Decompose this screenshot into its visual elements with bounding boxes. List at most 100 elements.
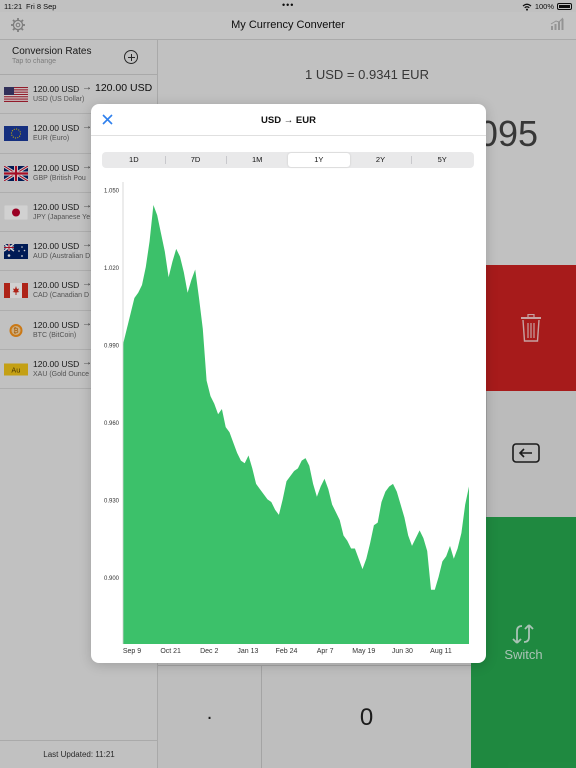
status-time: 11:21 [4,2,23,11]
x-tick-label: May 19 [352,648,375,655]
row-currency-name: XAU (Gold Ounce [33,371,90,379]
row-amount: 120.00 USD [33,201,80,212]
x-tick-label: Jan 13 [237,648,258,655]
row-currency-name: EUR (Euro) [33,135,70,143]
battery-icon [557,3,572,10]
row-amount: 120.00 USD [33,280,80,291]
x-tick-label: Dec 2 [200,648,218,655]
row-amount: 120.00 USD [33,123,80,134]
y-tick-label: 0.900 [104,576,120,582]
row-currency-name: AUD (Australian D [33,253,91,261]
switch-arrows-icon [512,624,534,644]
flag-btc-icon: ₿ [4,323,28,338]
x-tick-label: Aug 11 [430,648,452,655]
zero-key[interactable]: 0 [262,665,471,768]
app-title: My Currency Converter [231,19,345,31]
row-converted: 120.00 USD [95,82,153,94]
row-amount: 120.00 USD [33,359,80,370]
currency-list: 120.00 USD → 120.00 USD USD (US Dollar) 120.… [0,75,157,390]
currency-row-btc[interactable]: ₿ 120.00 USD → BTC (BitCoin) [0,311,157,351]
flag-au-icon [3,243,28,260]
sidebar-title: Conversion Rates [12,46,92,57]
nav-bar: My Currency Converter [0,12,576,40]
range-tab-1d[interactable]: 1D [129,155,139,164]
wifi-icon [522,3,532,11]
flag-gb-icon [3,164,29,182]
modal-header: USD → EUR [91,104,486,136]
flag-eu-icon [4,126,28,142]
close-icon[interactable] [102,114,113,125]
y-tick-label: 0.960 [104,421,120,427]
backspace-button[interactable] [486,391,576,517]
y-tick-label: 1.020 [104,266,120,272]
svg-text:₿: ₿ [13,327,18,335]
row-amount: 120.00 USD [33,84,80,94]
row-currency-name: BTC (BitCoin) [33,331,77,339]
x-tick-label: Apr 7 [317,648,334,655]
x-tick-label: Jun 30 [392,648,413,655]
arrow-right-icon: → [82,82,92,93]
row-amount: 120.00 USD [33,162,80,173]
gear-icon[interactable] [10,17,26,33]
arrow-right-icon: → [82,278,92,290]
exchange-rate: 1 USD = 0.9341 EUR [305,67,429,82]
decimal-key-label: . [206,702,213,724]
flag-ca-icon [4,283,28,299]
delete-button[interactable] [486,265,576,391]
backspace-icon [512,443,540,463]
range-tab-2y[interactable]: 2Y [375,155,386,164]
currency-row-ca[interactable]: 120.00 USD → CAD (Canadian D [0,271,157,311]
decimal-key[interactable]: . [158,665,262,768]
modal-title: USD → EUR [261,115,316,126]
svg-text:Au: Au [11,367,20,375]
row-amount: 120.00 USD [33,319,80,330]
range-segmented-control: 1D 7D 1M 1Y 2Y 5Y [102,152,474,168]
range-tab-1m[interactable]: 1M [226,153,288,167]
flag-us-icon [4,87,28,102]
arrow-right-icon: → [82,317,92,329]
x-tick-label: Sep 9 [123,648,141,655]
range-tab-7d[interactable]: 7D [164,153,227,167]
y-tick-label: 1.050 [104,188,120,194]
row-currency-name: JPY (Japanese Ye [33,213,91,221]
row-currency-name: GBP (British Pou [33,174,86,182]
range-tab-5y[interactable]: 5Y [411,153,473,167]
last-updated: Last Updated: 11:21 [0,740,158,768]
arrow-right-icon: → [82,121,92,133]
sidebar-subtitle: Tap to change [12,58,56,65]
currency-row-au[interactable]: 120.00 USD → AUD (Australian D [0,232,157,272]
chart-icon[interactable] [550,17,564,31]
row-currency-name: USD (US Dollar) [33,96,85,103]
arrow-right-icon: → [82,199,92,211]
arrow-right-icon: → [82,357,92,369]
status-bar: 11:21 Fri 8 Sep ••• 100% [0,0,576,12]
status-date: Fri 8 Sep [26,2,57,11]
currency-row-eu[interactable]: 120.00 USD → EUR (Euro) [0,114,157,154]
add-currency-icon[interactable] [124,50,138,64]
currency-row-jp[interactable]: 120.00 USD → JPY (Japanese Ye [0,193,157,233]
currency-row-gb[interactable]: 120.00 USD → GBP (British Pou [0,154,157,193]
rate-history-chart: 1.050 1.020 0.990 0.960 0.930 0.900 Sep 9 Oct 2… [104,182,469,655]
zero-key-label: 0 [359,704,374,731]
currency-row-xau[interactable]: Au 120.00 USD → XAU (Gold Ounce [0,350,157,390]
x-tick-label: Feb 24 [276,648,298,655]
currency-row-us[interactable]: 120.00 USD → 120.00 USD USD (US Dollar) [0,75,157,115]
chart-modal: USD → EUR 1D 7D 1M 1Y 2Y 5Y 1.050 1.020 0.990 0.… [91,104,486,663]
arrow-right-icon: → [82,239,92,251]
trash-icon [521,314,541,342]
arrow-right-icon: → [82,160,92,172]
sidebar-header[interactable]: Conversion Rates Tap to change [0,40,157,75]
row-currency-name: CAD (Canadian D [33,292,90,300]
y-tick-label: 0.990 [104,343,120,349]
switch-button[interactable]: Switch [471,517,576,768]
status-right: 100% [522,2,572,11]
y-tick-label: 0.930 [104,498,120,504]
range-tab-1y[interactable]: 1Y [288,153,350,167]
flag-xau-icon: Au [4,362,28,377]
battery-percent: 100% [534,2,554,11]
multitasking-dots-icon[interactable]: ••• [282,0,295,10]
row-amount: 120.00 USD [33,241,80,252]
converted-value: 095 [477,113,538,154]
rate-area-series [123,205,469,644]
